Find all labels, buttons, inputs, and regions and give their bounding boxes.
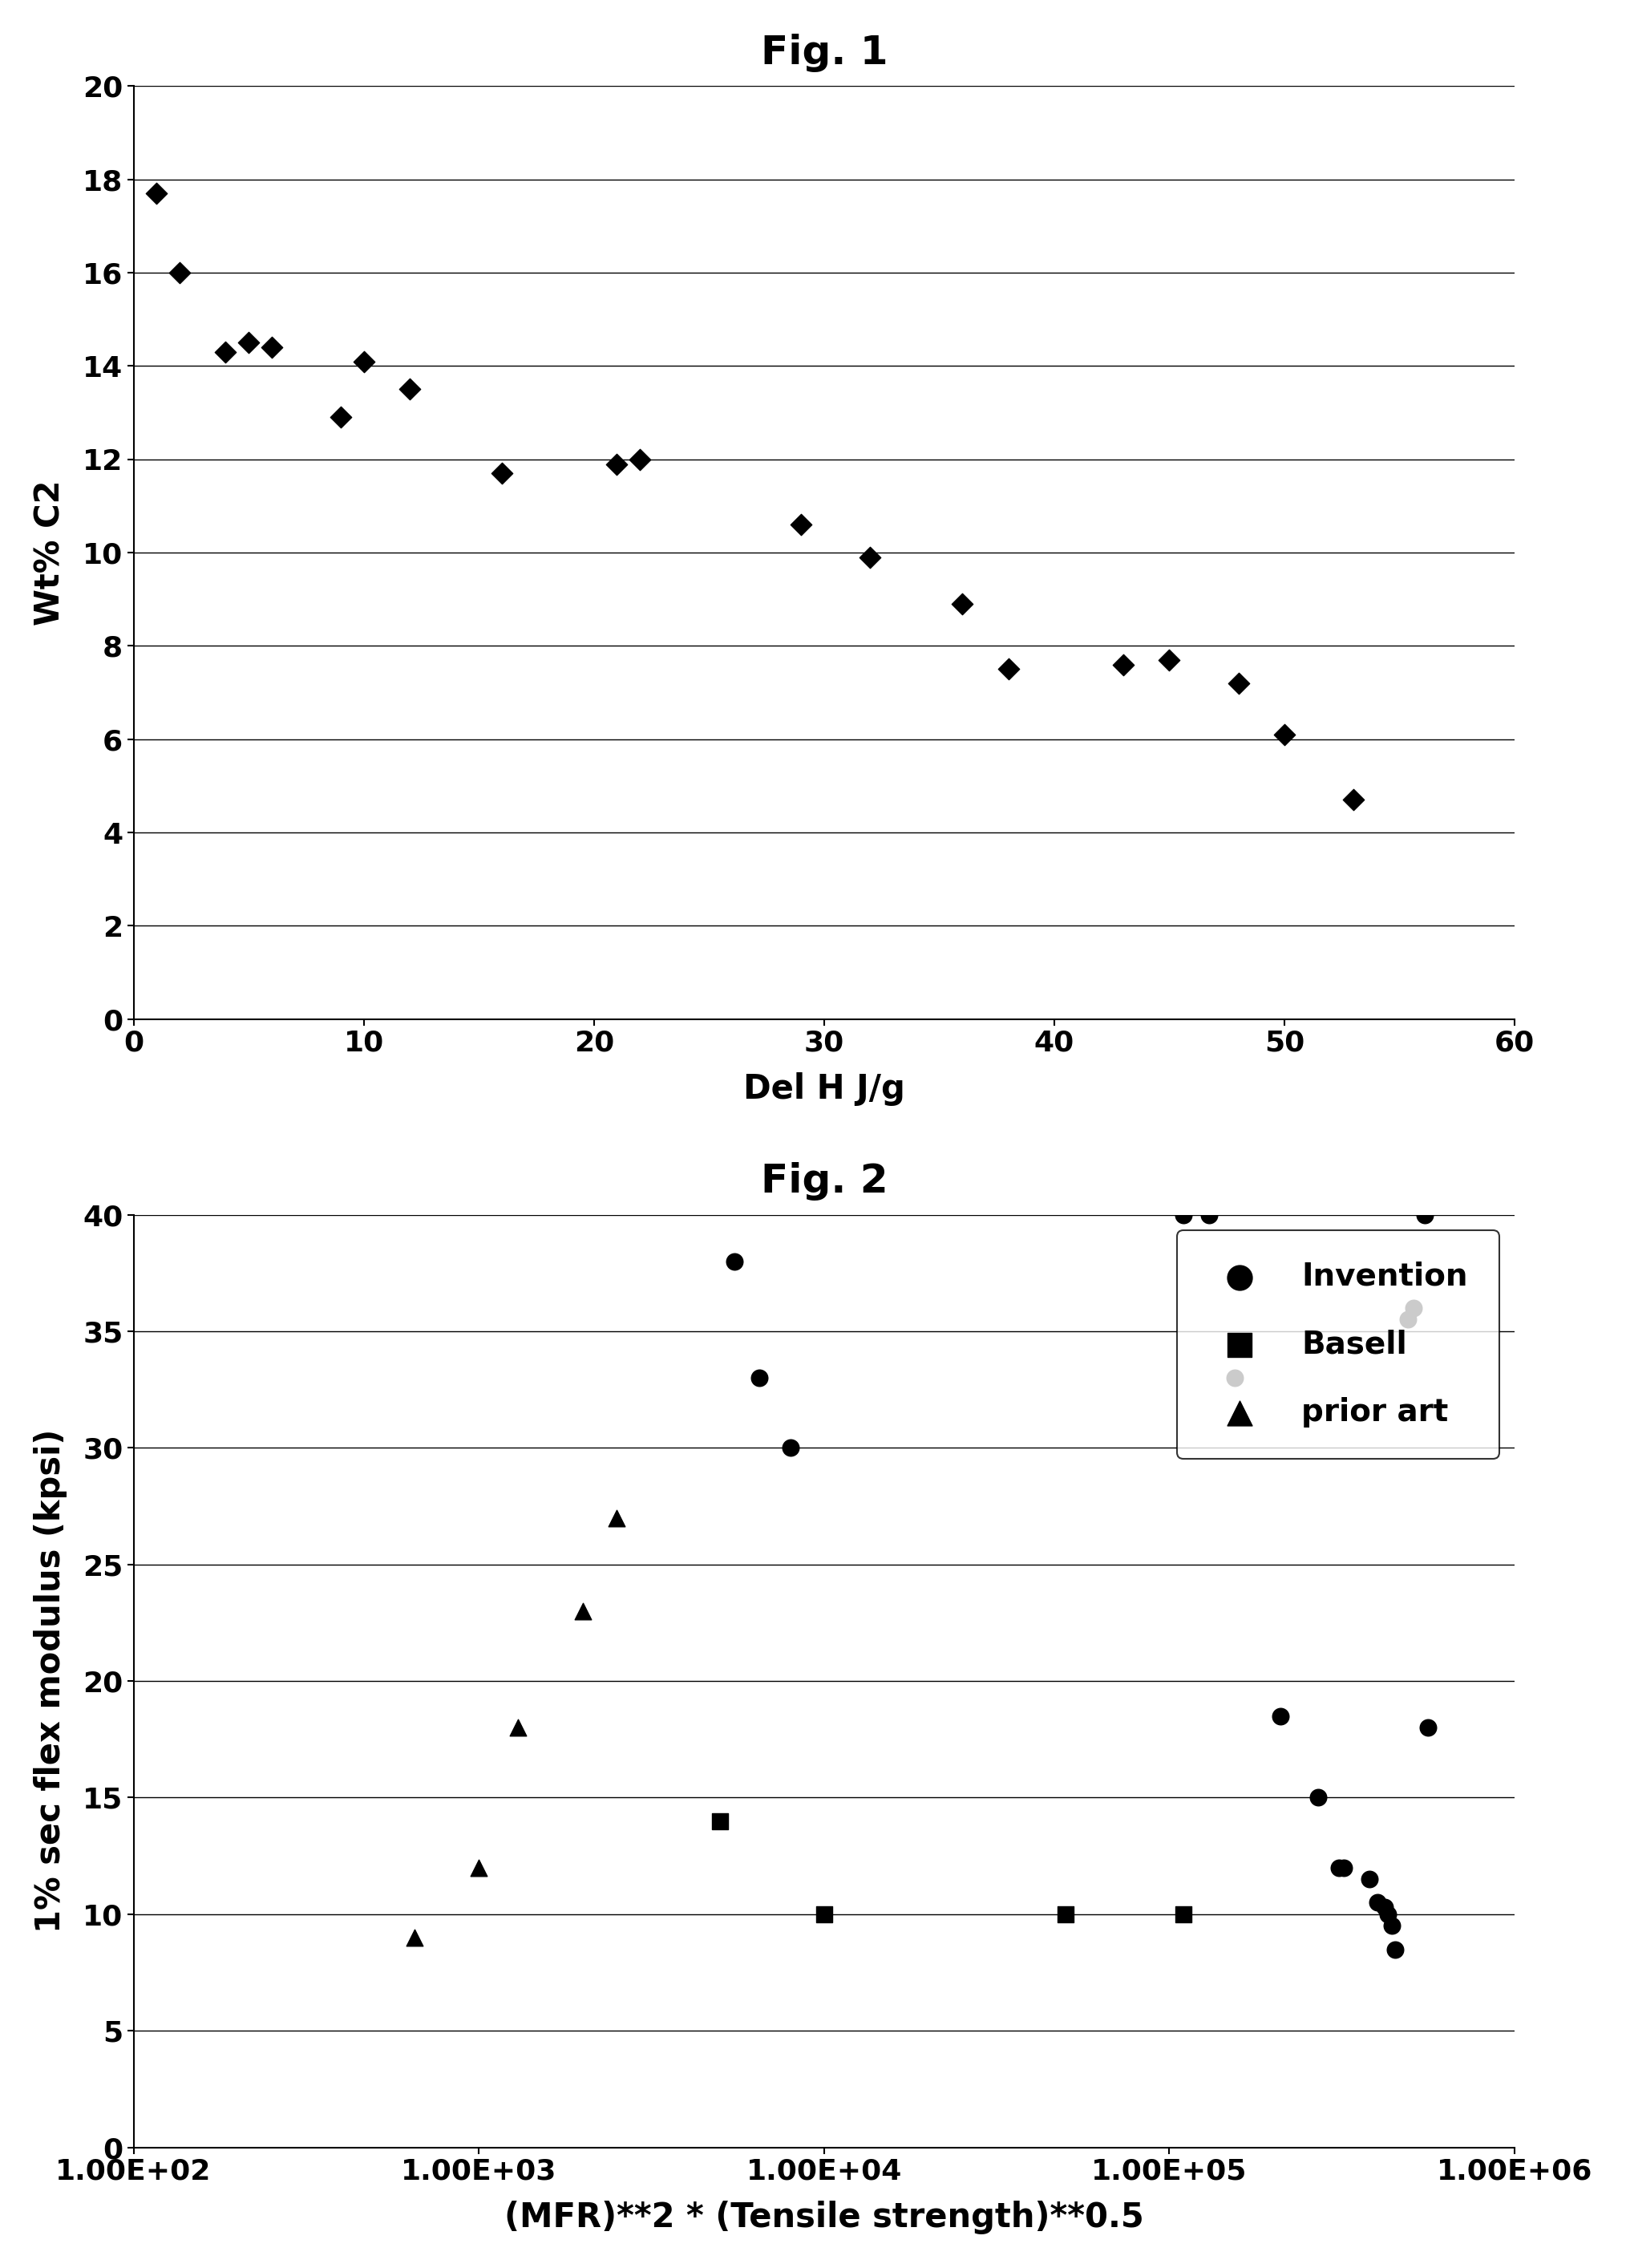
X-axis label: Del H J/g: Del H J/g [743, 1073, 906, 1107]
Invention [722, 1243, 748, 1279]
Point [143, 175, 169, 211]
Point [628, 442, 654, 479]
Invention [1382, 1930, 1408, 1966]
Point [1272, 717, 1298, 753]
Invention [1411, 1198, 1437, 1234]
Invention [1395, 1302, 1421, 1338]
Point [995, 651, 1021, 687]
Point [857, 540, 883, 576]
Invention [1195, 1198, 1221, 1234]
Invention [1223, 1361, 1249, 1397]
Invention [1306, 1780, 1332, 1817]
Point [236, 324, 262, 361]
prior art [603, 1499, 629, 1535]
Point [1340, 782, 1366, 819]
Invention [1372, 1889, 1398, 1926]
Basell [707, 1803, 733, 1839]
Invention [1171, 1198, 1197, 1234]
Point [950, 585, 976, 621]
Point [328, 399, 354, 435]
Invention [1327, 1848, 1353, 1885]
Title: Fig. 2: Fig. 2 [761, 1161, 888, 1200]
Invention [1376, 1896, 1402, 1932]
Invention [746, 1361, 772, 1397]
Basell [1052, 1896, 1078, 1932]
Point [1226, 665, 1252, 701]
Point [789, 506, 815, 542]
X-axis label: (MFR)**2 * (Tensile strength)**0.5: (MFR)**2 * (Tensile strength)**0.5 [504, 2200, 1145, 2234]
Invention [1379, 1907, 1405, 1944]
Invention [1356, 1862, 1382, 1898]
Point [259, 329, 285, 365]
Point [603, 447, 629, 483]
Invention [1364, 1885, 1390, 1921]
prior art [465, 1848, 491, 1885]
Basell [811, 1896, 837, 1932]
Y-axis label: Wt% C2: Wt% C2 [34, 481, 67, 626]
Point [1111, 646, 1137, 683]
Point [397, 372, 423, 408]
prior art [402, 1919, 428, 1955]
Title: Fig. 1: Fig. 1 [761, 34, 888, 73]
Invention [777, 1429, 803, 1465]
Basell [1171, 1896, 1197, 1932]
Legend: Invention, Basell, prior art: Invention, Basell, prior art [1177, 1229, 1499, 1458]
Point [166, 254, 192, 290]
Invention [1268, 1699, 1294, 1735]
Point [213, 333, 239, 370]
Invention [1330, 1848, 1356, 1885]
prior art [569, 1592, 595, 1628]
Invention [1400, 1290, 1426, 1327]
Y-axis label: 1% sec flex modulus (kpsi): 1% sec flex modulus (kpsi) [34, 1429, 67, 1932]
prior art [506, 1710, 532, 1746]
Invention [1415, 1710, 1441, 1746]
Point [1156, 642, 1182, 678]
Point [489, 456, 515, 492]
Point [351, 342, 377, 379]
